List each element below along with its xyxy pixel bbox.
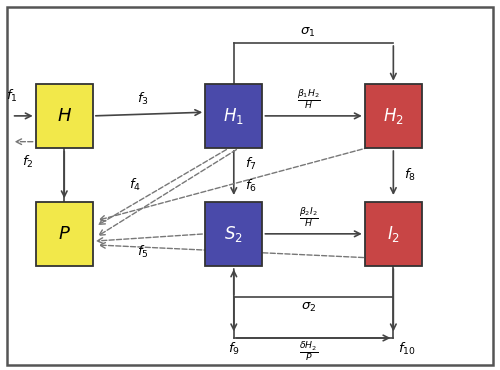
Text: $f_4$: $f_4$ bbox=[130, 177, 141, 193]
Text: $f_1$: $f_1$ bbox=[6, 88, 18, 104]
FancyBboxPatch shape bbox=[205, 202, 262, 266]
Text: $H_2$: $H_2$ bbox=[383, 106, 404, 126]
Text: $\frac{\beta_2 I_2}{H}$: $\frac{\beta_2 I_2}{H}$ bbox=[298, 205, 318, 229]
Text: $f_8$: $f_8$ bbox=[404, 167, 416, 183]
Text: $f_6$: $f_6$ bbox=[245, 178, 256, 194]
Text: $P$: $P$ bbox=[58, 225, 70, 243]
FancyBboxPatch shape bbox=[364, 84, 422, 148]
FancyBboxPatch shape bbox=[36, 202, 93, 266]
Text: $S_2$: $S_2$ bbox=[224, 224, 243, 244]
FancyBboxPatch shape bbox=[205, 84, 262, 148]
FancyBboxPatch shape bbox=[364, 202, 422, 266]
FancyBboxPatch shape bbox=[6, 7, 493, 365]
FancyBboxPatch shape bbox=[36, 84, 93, 148]
Text: $f_2$: $f_2$ bbox=[22, 154, 34, 170]
Text: $f_7$: $f_7$ bbox=[245, 156, 256, 172]
Text: $H$: $H$ bbox=[56, 107, 72, 125]
Text: $H_1$: $H_1$ bbox=[224, 106, 244, 126]
Text: $\frac{\beta_1 H_2}{H}$: $\frac{\beta_1 H_2}{H}$ bbox=[296, 88, 320, 111]
Text: $f_9$: $f_9$ bbox=[228, 341, 240, 357]
Text: $f_3$: $f_3$ bbox=[137, 91, 148, 107]
Text: $I_2$: $I_2$ bbox=[387, 224, 400, 244]
Text: $f_5$: $f_5$ bbox=[137, 244, 148, 260]
Text: $\sigma_1$: $\sigma_1$ bbox=[300, 26, 315, 38]
Text: $\frac{\delta H_2}{P}$: $\frac{\delta H_2}{P}$ bbox=[299, 340, 318, 364]
Text: $f_{10}$: $f_{10}$ bbox=[398, 341, 416, 357]
Text: $\sigma_2$: $\sigma_2$ bbox=[300, 301, 316, 314]
